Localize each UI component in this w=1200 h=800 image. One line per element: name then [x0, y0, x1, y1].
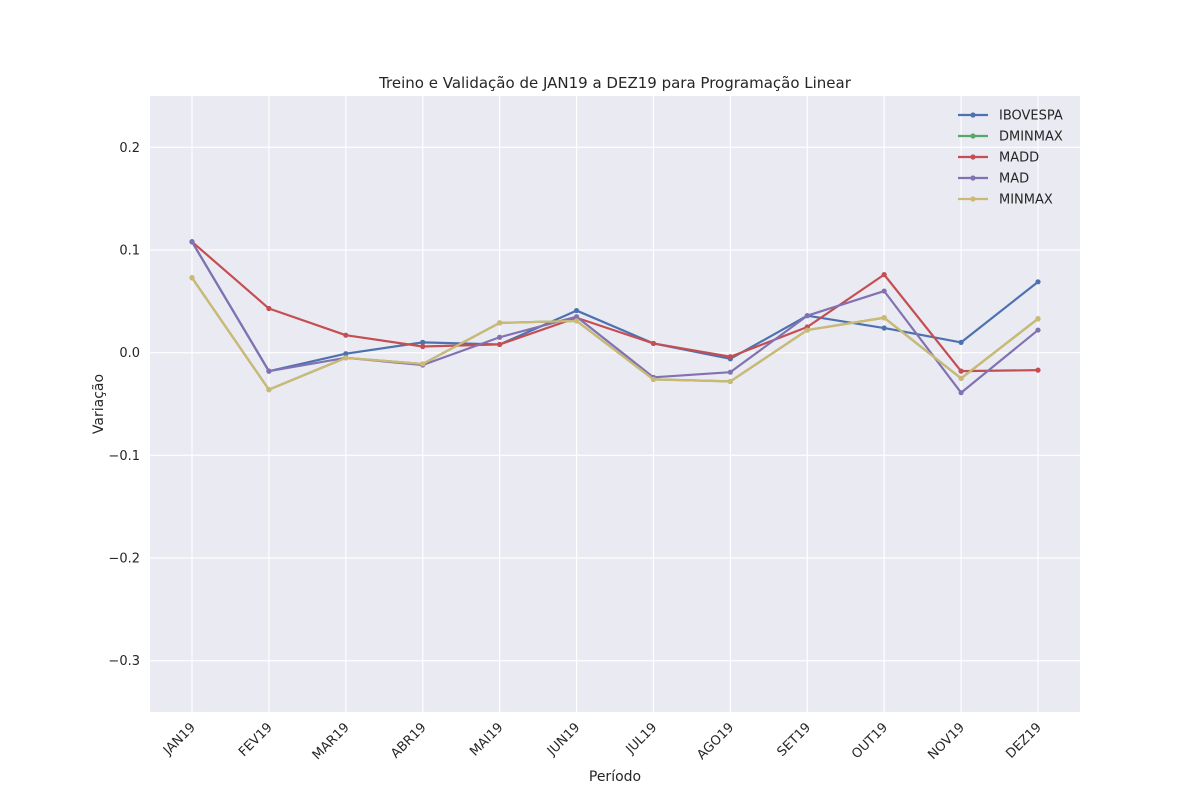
plot-background [150, 96, 1080, 712]
data-point [958, 368, 964, 374]
data-point [727, 354, 733, 360]
data-point [1035, 367, 1041, 373]
data-point [420, 361, 426, 367]
data-point [343, 332, 349, 338]
x-axis-title: Período [589, 769, 641, 785]
data-point [881, 288, 887, 294]
legend-label: IBOVESPA [999, 109, 1063, 124]
data-point [420, 343, 426, 350]
x-tick-label: MAR19 [310, 720, 353, 763]
data-point [573, 318, 580, 324]
data-point [804, 327, 810, 333]
data-point [420, 339, 426, 345]
series-lines [189, 239, 1041, 396]
series-minmax [189, 275, 1041, 393]
series-line [191, 240, 1039, 373]
y-tick-label: −0.1 [108, 449, 140, 464]
data-point [958, 375, 964, 381]
y-tick-label: 0.1 [119, 244, 140, 259]
legend-item: MAD [958, 172, 1029, 187]
data-point [189, 275, 195, 281]
x-tick-label: NOV19 [925, 720, 968, 763]
data-point [573, 307, 580, 314]
legend-label: MADD [999, 151, 1039, 166]
data-point [650, 340, 657, 347]
legend-marker [970, 133, 976, 139]
data-point [266, 387, 272, 393]
y-tick-label: 0.0 [119, 346, 140, 361]
data-point [497, 320, 503, 326]
x-tick-labels: JAN19 FEV19 MAR19 ABR19 MAI19 JUN19 JUL19 AGO19… [160, 720, 1045, 763]
data-point [650, 376, 657, 382]
data-point [727, 378, 733, 385]
data-point [881, 272, 887, 278]
x-tick-label: AGO19 [694, 720, 737, 763]
legend-marker [970, 175, 976, 181]
data-point [189, 239, 195, 245]
legend-label: MINMAX [999, 193, 1053, 208]
series-line [191, 277, 1039, 391]
x-tick-label: JAN19 [160, 720, 199, 759]
x-tick-label: JUL19 [623, 720, 661, 758]
y-tick-label: 0.2 [119, 141, 140, 156]
legend-marker [970, 196, 976, 202]
series-line [191, 241, 1039, 394]
data-point [573, 314, 580, 320]
legend-item: MINMAX [958, 193, 1053, 208]
x-tick-label: ABR19 [388, 720, 429, 761]
data-point [881, 325, 887, 331]
data-point [266, 368, 272, 374]
data-point [1035, 316, 1041, 322]
x-tick-label: FEV19 [236, 720, 276, 760]
data-point [804, 313, 810, 319]
data-point [497, 334, 503, 340]
data-point [343, 355, 349, 361]
legend-item: DMINMAX [958, 130, 1063, 145]
data-point [497, 341, 503, 348]
x-tick-label: OUT19 [849, 720, 891, 762]
y-tick-label: −0.3 [108, 654, 140, 669]
y-tick-label: −0.2 [108, 552, 140, 567]
legend-marker [970, 112, 976, 118]
y-tick-labels: −0.3 −0.2 −0.1 0.0 0.1 0.2 [108, 141, 140, 669]
data-point [727, 369, 733, 375]
data-point [1035, 279, 1041, 285]
legend: IBOVESPA DMINMAX MADD MAD MINMAX [958, 109, 1063, 208]
data-point [881, 315, 887, 321]
data-point [343, 351, 349, 357]
y-axis-title: Variação [91, 374, 107, 434]
legend-label: MAD [999, 172, 1029, 187]
x-tick-label: DEZ19 [1003, 720, 1044, 761]
data-point [958, 339, 964, 345]
legend-label: DMINMAX [999, 130, 1063, 145]
legend-item: MADD [958, 151, 1039, 166]
legend-marker [970, 154, 976, 160]
x-tick-label: MAI19 [467, 720, 506, 759]
x-tick-label: JUN19 [544, 720, 583, 759]
x-tick-label: SET19 [775, 720, 815, 760]
chart-title: Treino e Validação de JAN19 a DEZ19 para… [378, 74, 852, 92]
data-point [958, 390, 964, 396]
data-point [1035, 327, 1041, 333]
legend-item: IBOVESPA [958, 109, 1063, 124]
series-line [191, 241, 1039, 373]
data-point [266, 305, 272, 312]
